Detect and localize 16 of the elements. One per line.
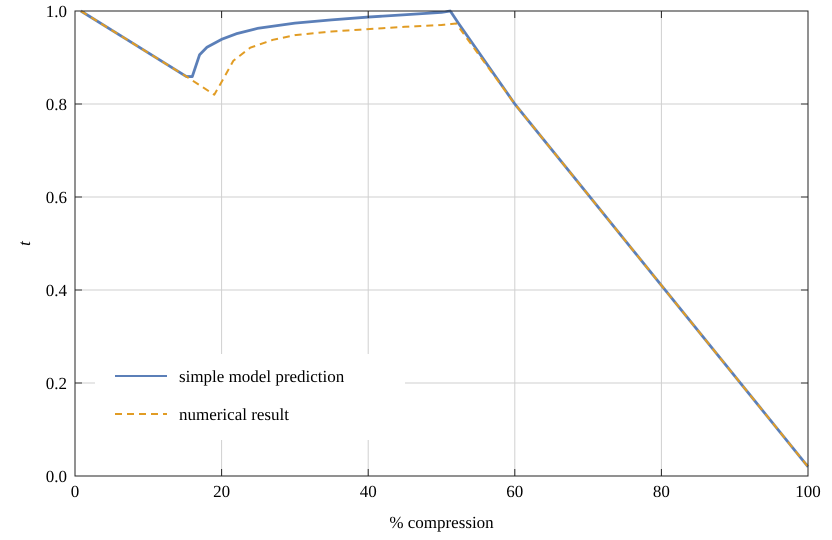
y-tick-label: 1.0 (46, 2, 67, 21)
y-axis-title: t (15, 240, 34, 246)
x-tick-label: 0 (70, 482, 80, 501)
x-tick-label: 100 (795, 482, 821, 501)
x-tick-label: 80 (652, 482, 670, 501)
x-tick-label: 20 (213, 482, 230, 501)
x-tick-label: 60 (506, 482, 524, 501)
y-tick-label: 0.8 (46, 94, 67, 114)
y-tick-label: 0.6 (46, 188, 67, 207)
y-tick-label: 0.0 (46, 466, 67, 486)
y-tick-label: 0.4 (46, 280, 68, 300)
x-axis-title: % compression (389, 513, 494, 532)
legend-label: simple model prediction (179, 366, 345, 386)
x-tick-label: 40 (360, 482, 377, 501)
y-tick-label: 0.2 (46, 374, 67, 393)
legend-label: numerical result (179, 404, 290, 424)
